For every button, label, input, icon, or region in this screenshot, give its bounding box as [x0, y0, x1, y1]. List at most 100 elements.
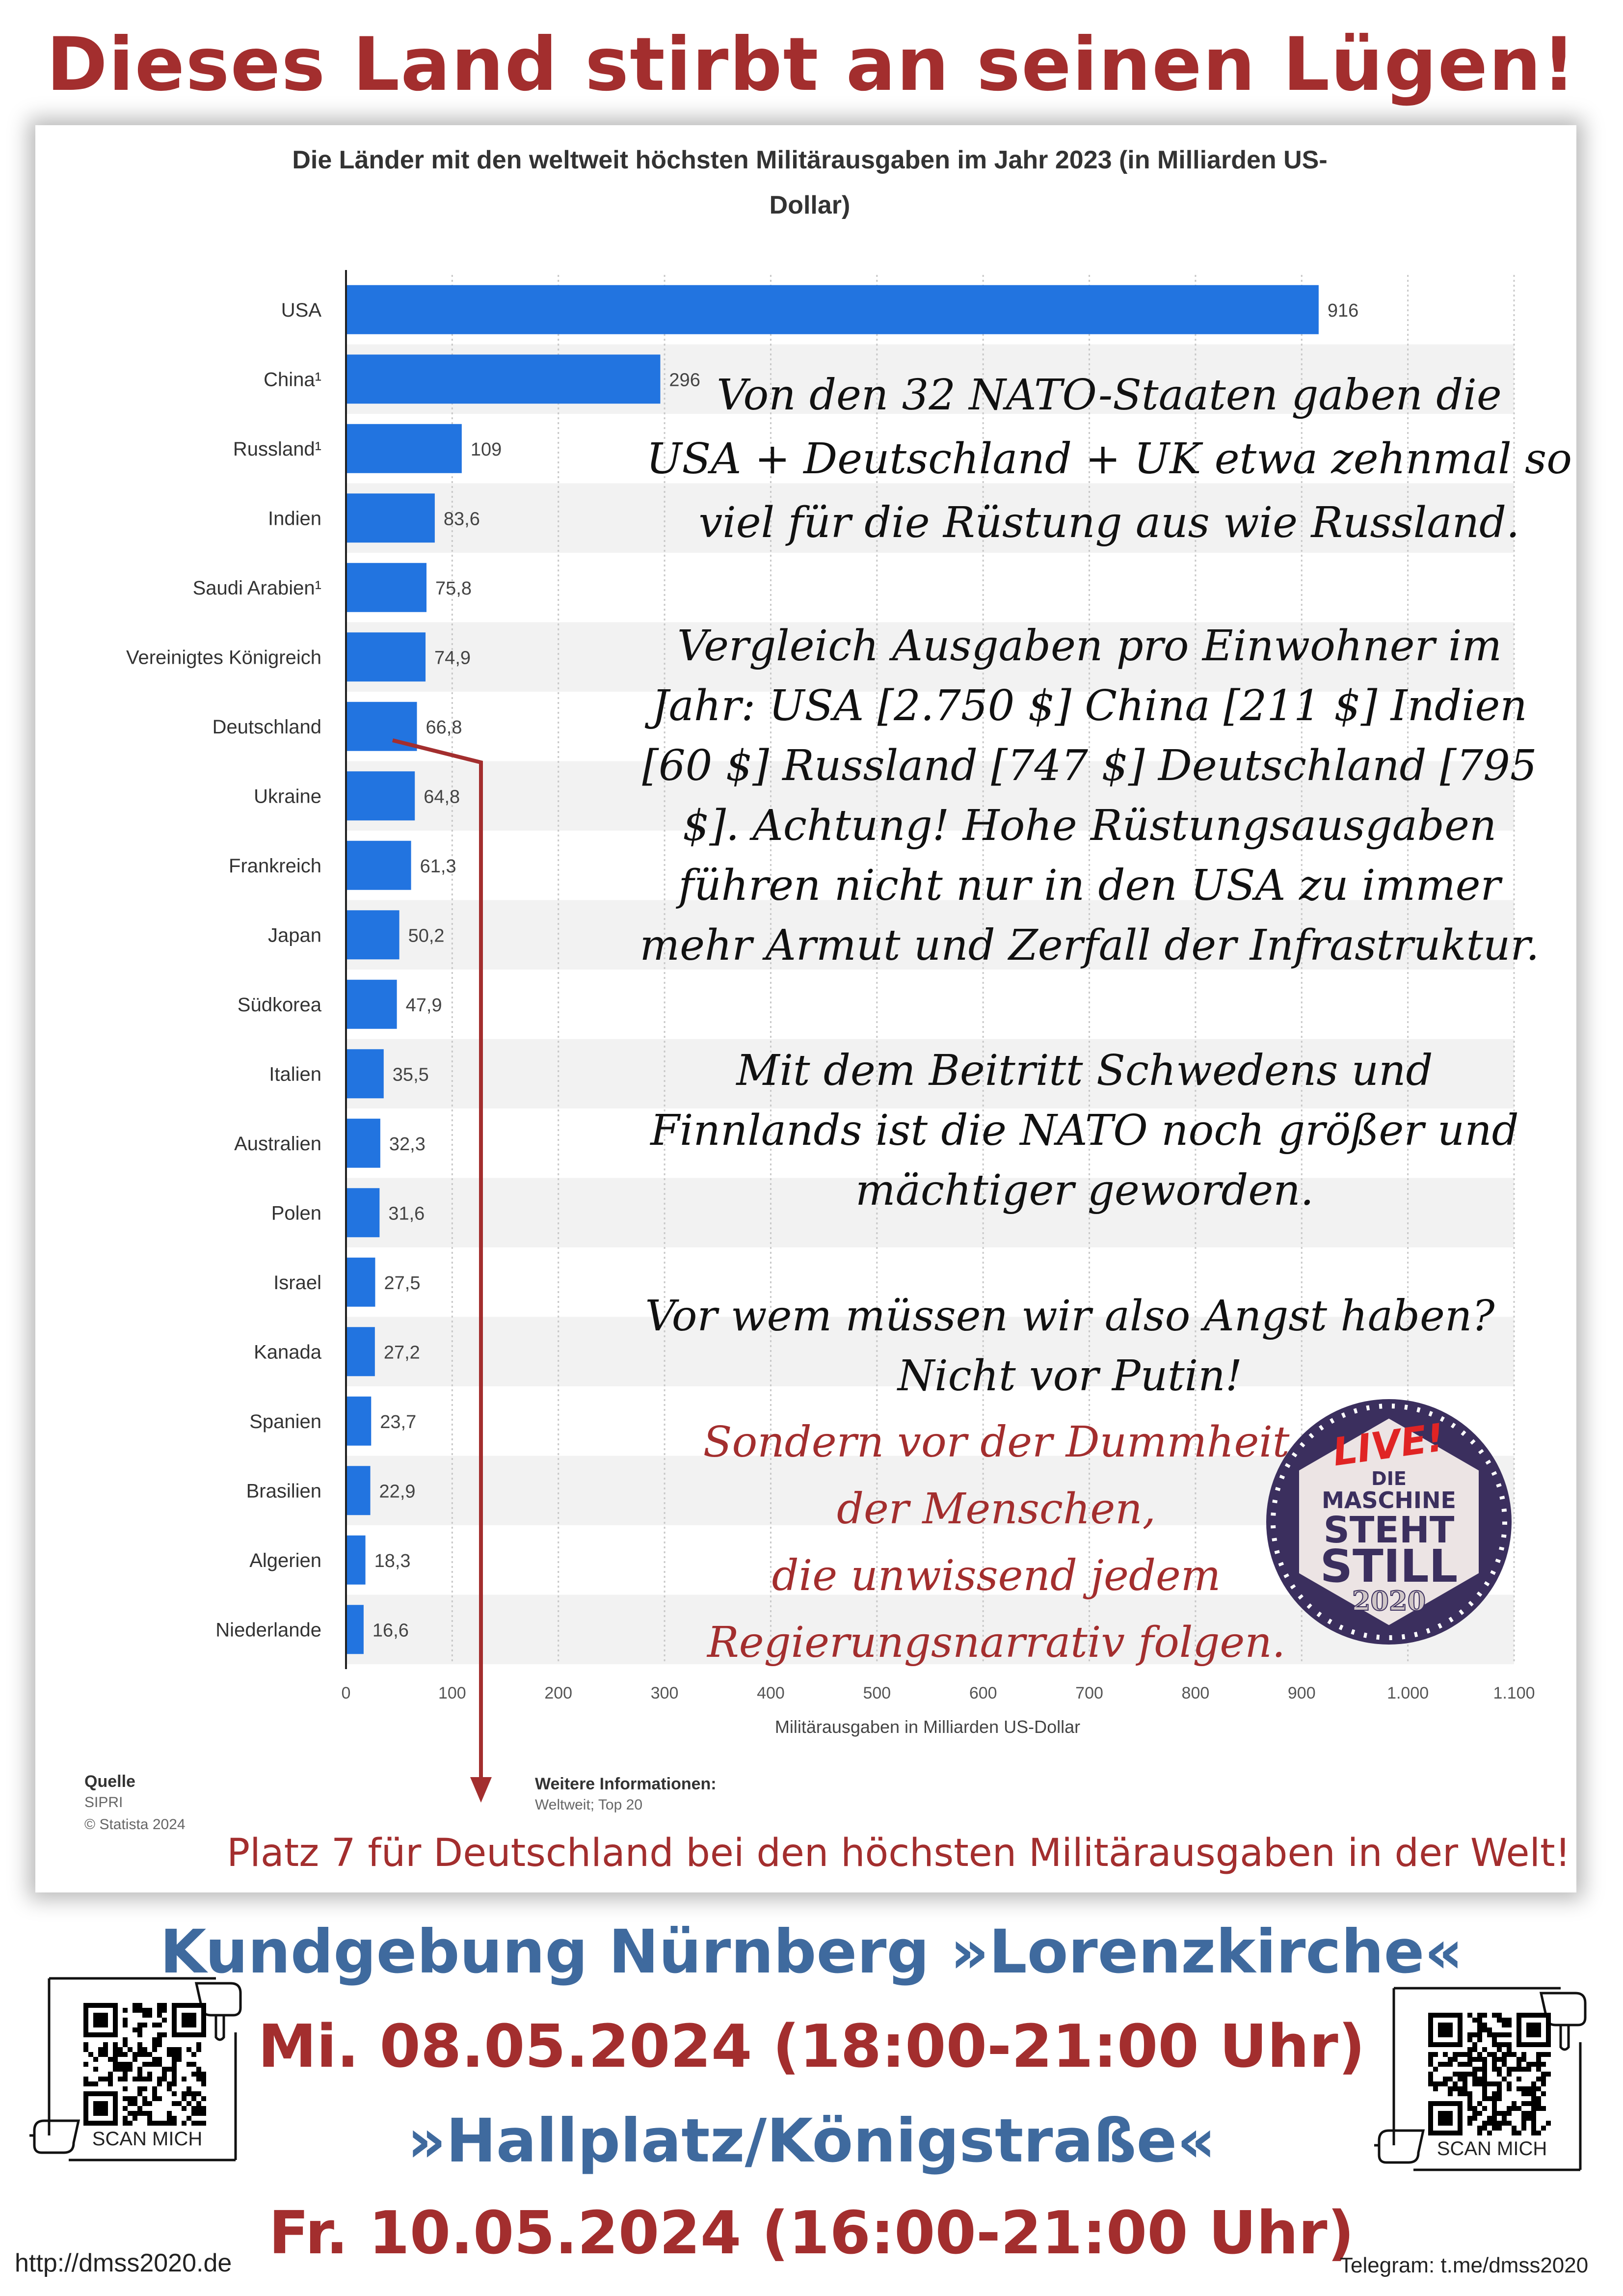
qr-code-pattern	[1428, 2013, 1551, 2135]
x-axis-title: Militärausgaben in Milliarden US-Dollar	[775, 1717, 1080, 1737]
value-label: 18,3	[374, 1551, 411, 1571]
badge-dots	[1271, 1404, 1507, 1640]
overlay-paragraph-4: Vor wem müssen wir also Angst haben? Nic…	[604, 1286, 1536, 1406]
category-label: USA	[281, 299, 322, 321]
x-tick-label: 300	[651, 1684, 679, 1702]
overlay-line: führen nicht nur in den USA zu immer	[678, 861, 1501, 910]
overlay-line: Vor wem müssen wir also Angst haben?	[645, 1292, 1495, 1341]
poster-headline: Dieses Land stirbt an seinen Lügen!	[46, 22, 1577, 108]
bar	[347, 632, 426, 682]
value-label: 83,6	[444, 509, 480, 529]
badge-text-year: 2020	[1352, 1585, 1426, 1617]
x-tick-label: 900	[1288, 1684, 1316, 1702]
category-label: China¹	[264, 369, 321, 390]
telegram-url[interactable]: Telegram: t.me/dmss2020	[1340, 2253, 1589, 2277]
badge-hexagon	[1295, 1414, 1483, 1630]
value-label: 47,9	[406, 995, 442, 1016]
bar	[347, 771, 415, 821]
value-label: 50,2	[408, 925, 445, 946]
bar	[347, 910, 399, 960]
bar	[347, 979, 397, 1029]
value-label: 109	[471, 439, 502, 460]
category-label: Vereinigtes Königreich	[126, 647, 321, 668]
overlay-line: Vergleich Ausgaben pro Einwohner im	[677, 621, 1502, 671]
overlay-paragraph-3: Mit dem Beitritt Schwedens und Finnlands…	[618, 1041, 1551, 1220]
event-line-4: Fr. 10.05.2024 (16:00-21:00 Uhr)	[268, 2199, 1355, 2268]
qr-code-right[interactable]: SCAN MICH	[1374, 1973, 1600, 2180]
website-url[interactable]: http://dmss2020.de	[15, 2249, 232, 2277]
scan-label-right: SCAN MICH	[1437, 2138, 1547, 2160]
category-label: Deutschland	[213, 716, 321, 738]
overlay-paragraph-1: Von den 32 NATO-Staaten gaben die USA + …	[643, 363, 1575, 555]
overlay-line: die unwissend jedem	[772, 1551, 1221, 1600]
labels: 0 100 200 300 400 500 600 700 800 900 1.000 1.100 US…	[126, 299, 1535, 1702]
arrow-head	[470, 1777, 492, 1803]
bar	[347, 563, 427, 612]
x-tick-label: 200	[544, 1684, 572, 1702]
bar	[347, 1605, 364, 1654]
value-label: 32,3	[389, 1134, 426, 1155]
category-label: Indien	[268, 508, 321, 529]
category-label: Ukraine	[254, 785, 321, 807]
x-tick-label: 1.000	[1387, 1684, 1429, 1702]
pointing-hand-icon	[1374, 2129, 1425, 2164]
value-label: 23,7	[380, 1412, 416, 1432]
badge-text-still: STILL	[1320, 1540, 1458, 1593]
arrow-line	[392, 738, 483, 1782]
overlay-line: mächtiger geworden.	[855, 1166, 1314, 1215]
qr-code-left[interactable]: SCAN MICH	[29, 1964, 255, 2170]
category-label: Brasilien	[246, 1480, 321, 1502]
source-name: SIPRI	[84, 1794, 123, 1810]
bar	[347, 493, 435, 543]
value-label: 27,2	[384, 1342, 420, 1363]
bar	[347, 1396, 372, 1446]
overlay-line: [60 $] Russland [747 $] Deutschland [795	[642, 741, 1537, 790]
info-text: Weltweit; Top 20	[535, 1797, 643, 1813]
bar	[347, 1327, 375, 1377]
value-label: 296	[669, 370, 700, 390]
row-band	[346, 1178, 1514, 1247]
x-tick-label: 400	[757, 1684, 785, 1702]
x-tick-label: 0	[342, 1684, 351, 1702]
value-label: 35,5	[393, 1064, 429, 1085]
chart-title-line-2: Dollar)	[769, 191, 851, 219]
overlay-line: Jahr: USA [2.750 $] China [211 $] Indien	[652, 681, 1527, 730]
category-label: Frankreich	[229, 855, 321, 877]
bar	[347, 1466, 371, 1515]
deutschland-arrow	[392, 738, 492, 1803]
x-tick-label: 800	[1182, 1684, 1210, 1702]
overlay-line: $]. Achtung! Hohe Rüstungsausgaben	[682, 801, 1497, 850]
overlay-line: Von den 32 NATO-Staaten gaben die	[717, 371, 1502, 420]
bar	[347, 285, 1319, 334]
category-label: Israel	[273, 1272, 321, 1294]
value-label: 31,6	[388, 1203, 425, 1224]
x-tick-label: 700	[1075, 1684, 1103, 1702]
value-label: 61,3	[420, 856, 456, 877]
overlay-paragraph-5: Sondern vor der Dummheit der Menschen, d…	[653, 1409, 1340, 1676]
bar	[347, 1188, 380, 1238]
row-band	[346, 1317, 1514, 1386]
overlay-paragraph-2: Vergleich Ausgaben pro Einwohner im Jahr…	[623, 616, 1556, 975]
x-tick-label: 100	[438, 1684, 466, 1702]
value-label: 75,8	[435, 578, 472, 599]
category-label: Niederlande	[215, 1619, 321, 1641]
category-label: Spanien	[249, 1411, 321, 1432]
maschine-steht-still-logo: LIVE! DIE MASCHINE STEHT STILL 2020	[1266, 1399, 1512, 1645]
category-label: Japan	[268, 924, 321, 946]
event-line-1: Kundgebung Nürnberg »Lorenzkirche«	[160, 1917, 1463, 1987]
category-label: Australien	[234, 1133, 321, 1155]
row-band	[346, 1039, 1514, 1108]
category-label: Südkorea	[238, 994, 322, 1016]
bar	[347, 354, 661, 404]
category-label: Kanada	[254, 1341, 322, 1363]
overlay-line: USA + Deutschland + UK etwa zehnmal so	[646, 434, 1572, 484]
overlay-line: der Menschen,	[836, 1485, 1156, 1534]
value-label: 16,6	[372, 1620, 409, 1641]
category-label: Saudi Arabien¹	[193, 577, 321, 599]
source-label: Quelle	[84, 1772, 135, 1791]
value-label: 74,9	[434, 648, 471, 668]
value-label: 916	[1328, 300, 1358, 321]
category-label: Polen	[271, 1202, 321, 1224]
value-label: 22,9	[379, 1481, 416, 1502]
bars	[347, 285, 1319, 1654]
